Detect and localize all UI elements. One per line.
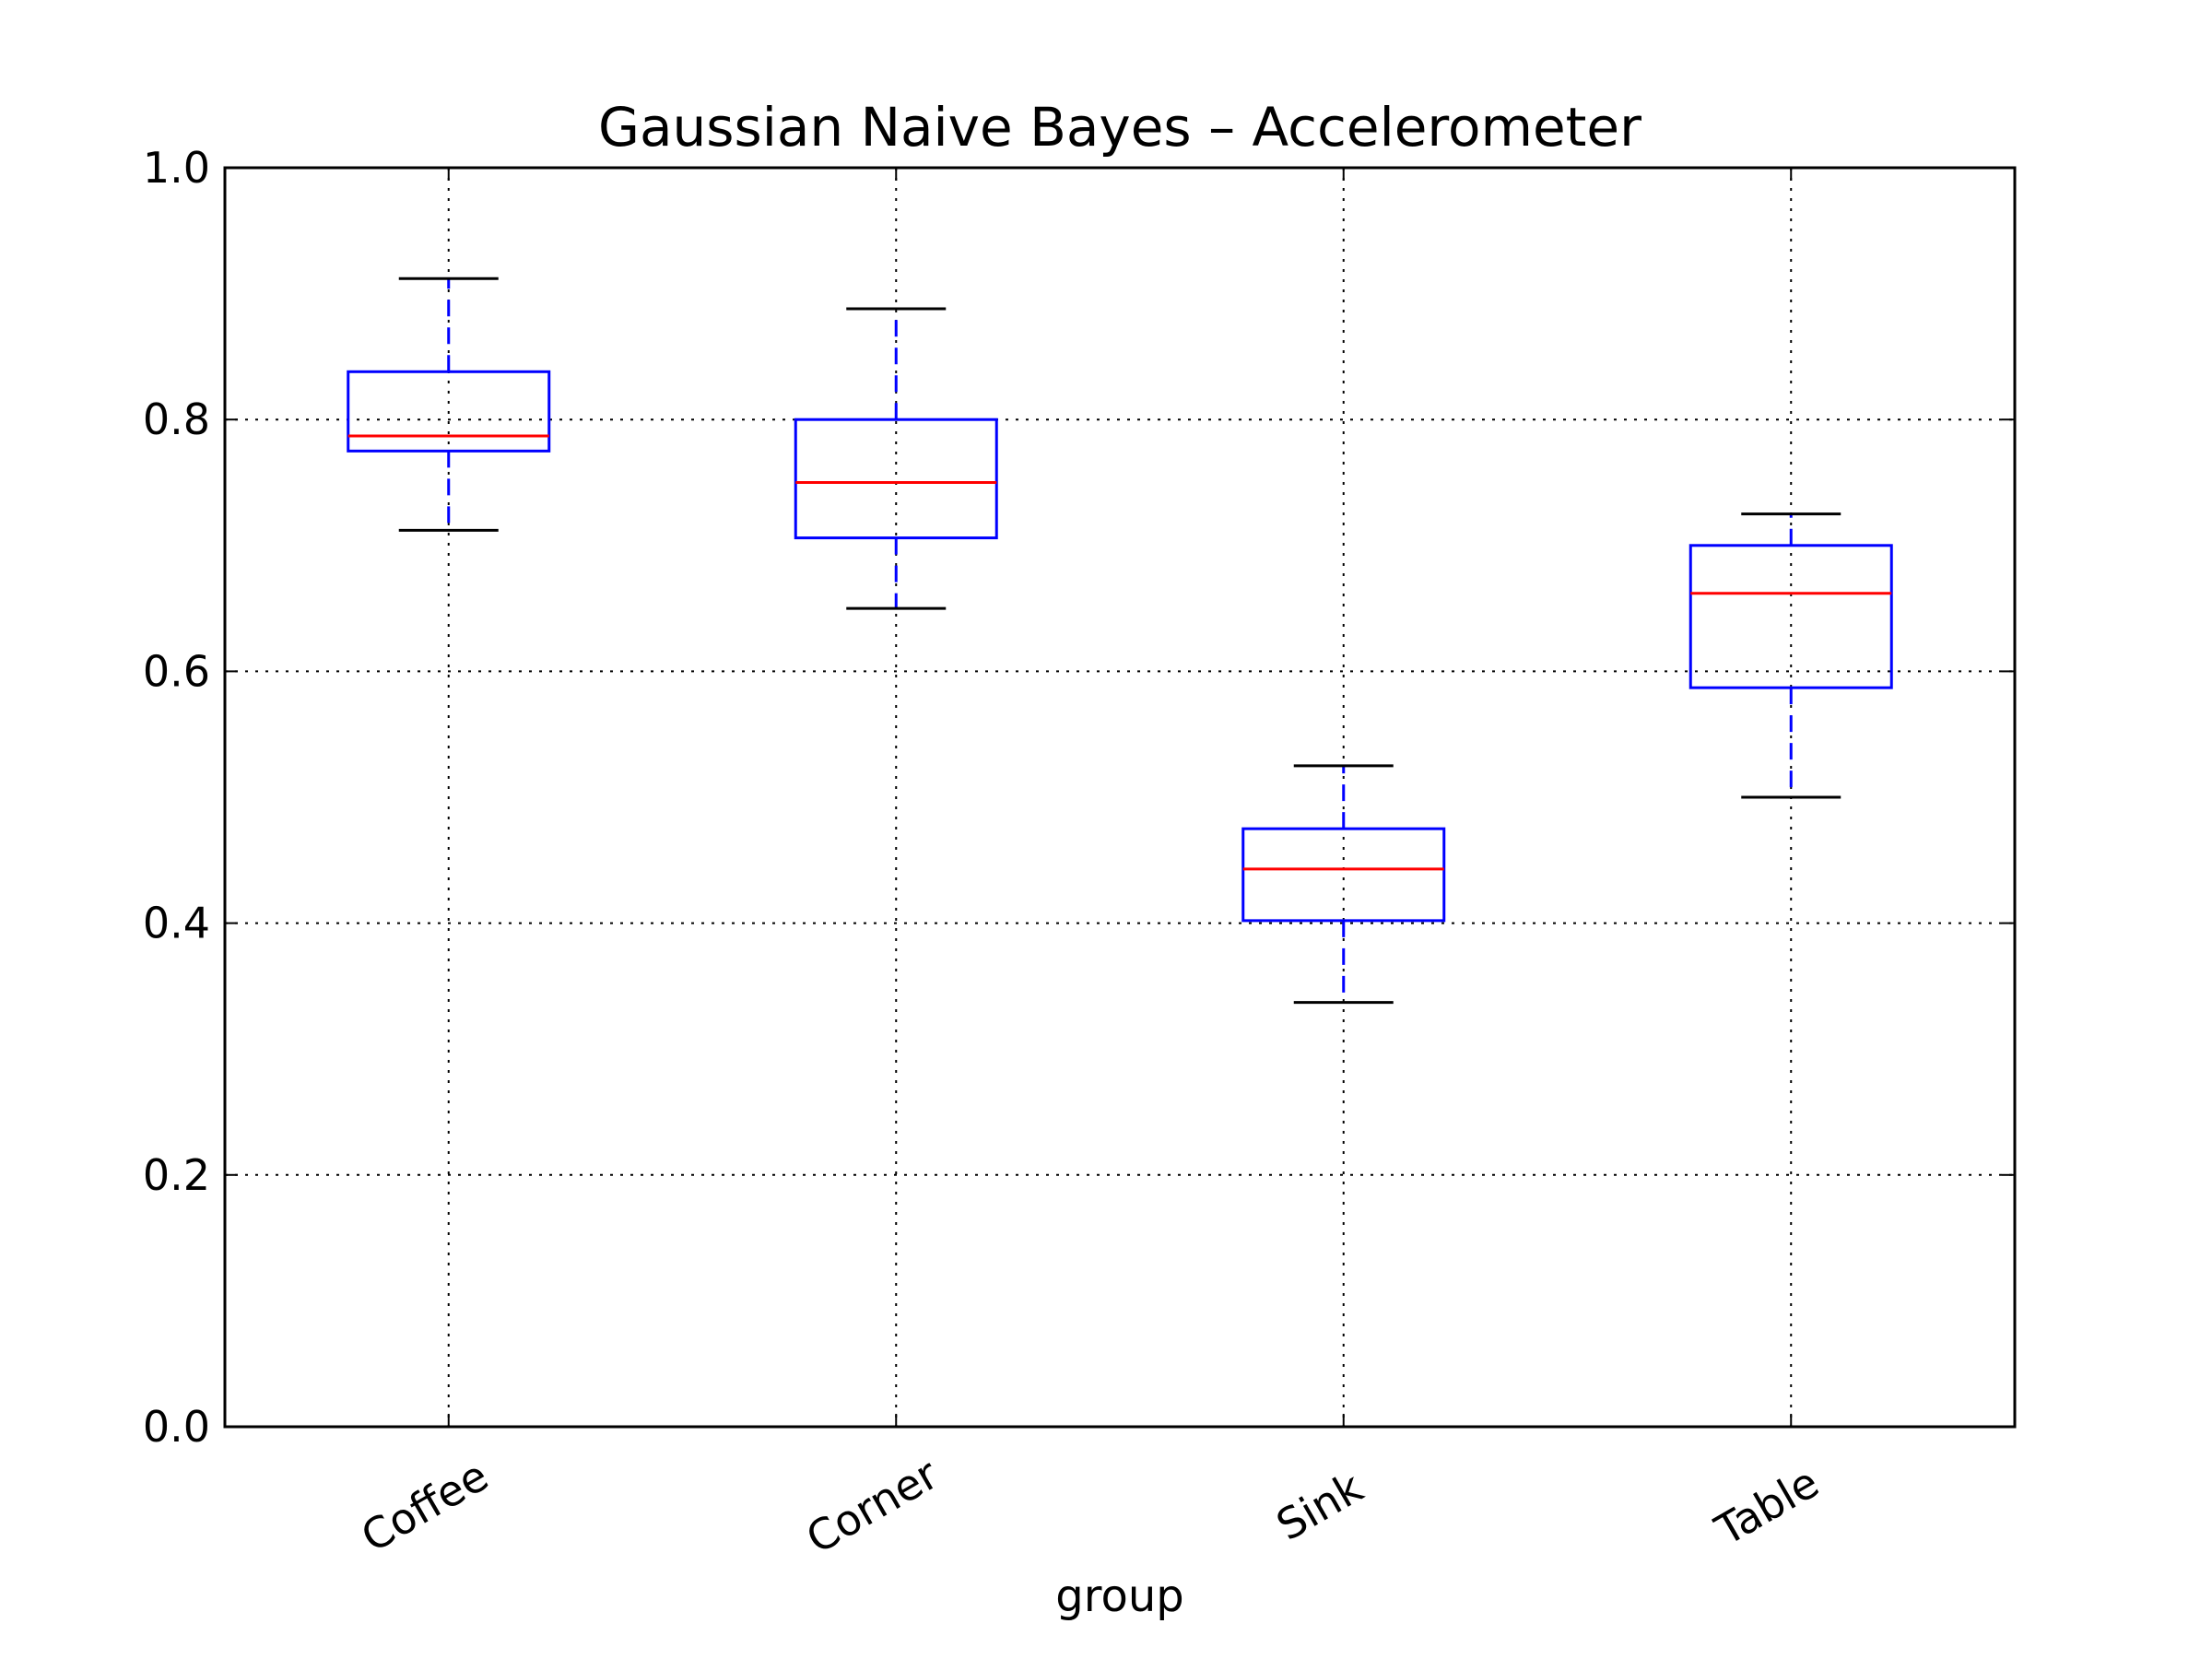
y-tick-label: 0.6 xyxy=(143,646,210,696)
box-plots xyxy=(347,276,1893,1005)
chart-title: Gaussian Naive Bayes – Accelerometer xyxy=(598,96,1641,159)
iqr-box xyxy=(1688,544,1893,689)
plot-frame xyxy=(223,166,2017,1429)
box-group-corner xyxy=(794,307,998,610)
iqr-box xyxy=(347,370,551,453)
y-tick-label: 0.4 xyxy=(143,899,210,948)
y-tick-label: 0.8 xyxy=(143,394,210,444)
box-group-coffee xyxy=(347,276,551,532)
box-group-sink xyxy=(1241,764,1446,1005)
y-tick-label: 0.2 xyxy=(143,1150,210,1200)
x-axis-title: group xyxy=(1055,1571,1183,1622)
iqr-box xyxy=(1241,827,1446,923)
y-tick-label: 1.0 xyxy=(143,143,210,193)
iqr-box xyxy=(794,418,998,540)
box-group-table xyxy=(1688,512,1893,799)
y-tick-label: 0.0 xyxy=(143,1402,210,1452)
